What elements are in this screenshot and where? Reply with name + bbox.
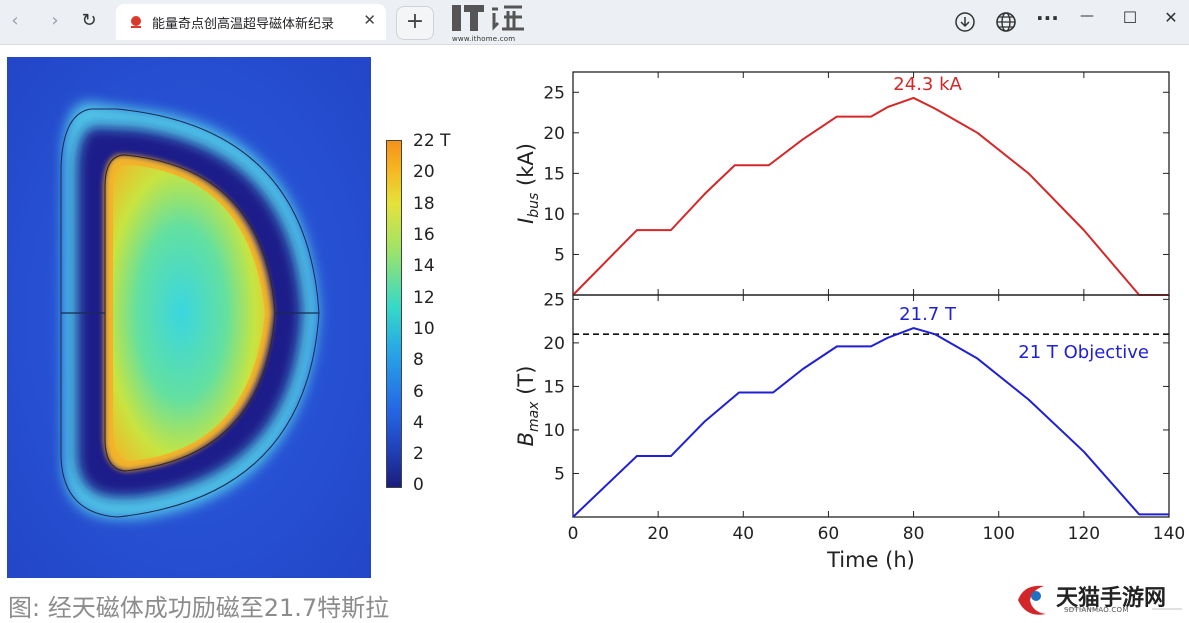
tab-close-button[interactable]: ✕: [363, 11, 376, 29]
x-tick-label: 60: [818, 524, 840, 544]
field-series-line: [572, 327, 1169, 518]
colorbar-label: 10: [413, 319, 435, 339]
magnetic-field-simulation-image: [7, 57, 371, 578]
browser-tab-active[interactable]: 能量奇点创高温超导磁体新纪录 ✕: [116, 4, 386, 40]
forward-button[interactable]: ›: [51, 10, 59, 31]
colorbar-label: 8: [413, 350, 424, 370]
maximize-button[interactable]: ☐: [1122, 8, 1138, 27]
more-menu-button[interactable]: ···: [1036, 6, 1059, 30]
x-tick-label: 140: [1153, 524, 1185, 544]
plot-frame: [572, 71, 1170, 296]
x-tick-label: 40: [732, 524, 754, 544]
x-axis-label: Time (h): [826, 548, 915, 572]
close-window-button[interactable]: ✕: [1164, 8, 1178, 27]
y-tick-label: 25: [543, 290, 565, 310]
current-and-field-charts: 5 10 15 20 25 Ibus (kA) 24.3 kA 5 10 15 20 25 0 20 40 6…: [514, 71, 1185, 572]
colorbar: [386, 140, 402, 488]
colorbar-label: 0: [413, 475, 424, 495]
globe-icon[interactable]: [995, 11, 1017, 33]
x-tick-label: 20: [647, 524, 669, 544]
y-axis-label: Ibus (kA): [514, 143, 542, 224]
colorbar-label: 20: [413, 162, 435, 182]
back-button[interactable]: ‹: [11, 10, 19, 31]
y-tick-label: 15: [543, 377, 565, 397]
colorbar-label: 22 T: [413, 131, 451, 151]
new-tab-button[interactable]: +: [396, 6, 434, 40]
y-tick-label: 25: [543, 83, 565, 103]
watermark-title: 天猫手游网: [1056, 585, 1167, 611]
colorbar-label: 6: [413, 382, 424, 402]
y-tick-label: 10: [543, 205, 565, 225]
y-tick-label: 10: [543, 421, 565, 441]
colorbar-label: 2: [413, 444, 424, 464]
objective-label: 21 T Objective: [1018, 342, 1149, 363]
y-tick-label: 5: [554, 464, 565, 484]
tab-favicon-icon: [131, 16, 141, 28]
browser-tab-bar: ‹ › ↻ 能量奇点创高温超导磁体新纪录 ✕ + www.ithome.com …: [0, 0, 1189, 45]
peak-annotation: 21.7 T: [899, 304, 957, 325]
x-tick-label: 120: [1068, 524, 1100, 544]
site-logo-url: www.ithome.com: [452, 35, 516, 43]
download-icon[interactable]: [954, 11, 976, 33]
peak-annotation: 24.3 kA: [893, 74, 962, 95]
y-tick-label: 5: [554, 245, 565, 265]
watermark-subtitle: SDTIANMAO.COM: [1064, 606, 1129, 614]
colorbar-label: 16: [413, 225, 435, 245]
x-tick-label: 0: [568, 524, 579, 544]
y-axis-label: Bmax (T): [514, 366, 542, 447]
y-tick-label: 20: [543, 124, 565, 144]
x-tick-label: 100: [982, 524, 1014, 544]
colorbar-label: 4: [413, 413, 424, 433]
tab-title: 能量奇点创高温超导磁体新纪录: [152, 17, 335, 31]
colorbar-label: 14: [413, 256, 435, 276]
refresh-button[interactable]: ↻: [81, 10, 97, 31]
plot-frame: [572, 294, 1170, 518]
figure-caption: 图: 经天磁体成功励磁至21.7特斯拉: [8, 594, 390, 622]
y-tick-label: 20: [543, 334, 565, 354]
colorbar-label: 18: [413, 194, 435, 214]
current-series-line: [572, 96, 1169, 296]
watermark-logo: [1018, 585, 1182, 615]
colorbar-label: 12: [413, 288, 435, 308]
x-tick-label: 80: [903, 524, 925, 544]
y-tick-label: 15: [543, 164, 565, 184]
ithome-logo: [452, 5, 524, 31]
minimize-button[interactable]: —: [1080, 8, 1094, 24]
